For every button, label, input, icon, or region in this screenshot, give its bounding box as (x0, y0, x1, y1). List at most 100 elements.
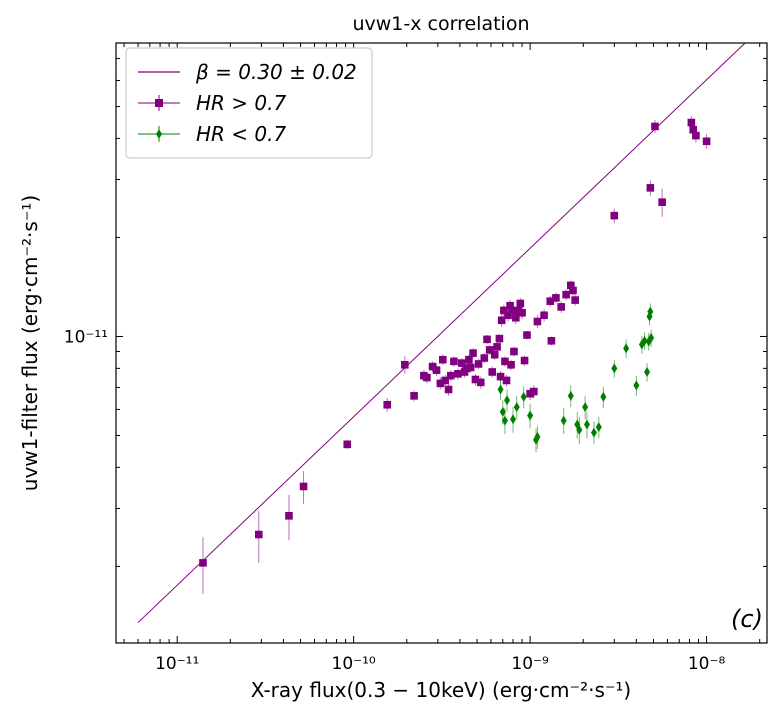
marker (285, 512, 293, 520)
hr-high-point (485, 345, 494, 355)
marker (510, 414, 517, 425)
hr-high-point (465, 354, 473, 365)
marker (562, 290, 570, 299)
hr-low-point (600, 386, 607, 409)
hr-low-point (590, 421, 597, 445)
hr-high-point (510, 346, 518, 357)
x-axis-label: X-ray flux(0.3 − 10keV) (erg·cm⁻²·s⁻¹) (251, 678, 632, 702)
marker (651, 122, 659, 131)
marker (462, 364, 471, 373)
hr-high-point (299, 470, 308, 504)
marker (534, 431, 541, 442)
marker (557, 303, 565, 311)
hr-high-point (446, 370, 455, 382)
marker (644, 366, 651, 377)
hr-low-point (644, 363, 651, 382)
hr-high-point (441, 374, 449, 387)
hr-low-point (504, 389, 511, 412)
marker (512, 313, 520, 322)
marker (383, 400, 392, 409)
hr-high-point (530, 385, 538, 399)
marker (502, 376, 511, 385)
marker (595, 422, 602, 433)
marker (520, 391, 527, 402)
hr-high-point (518, 306, 526, 320)
x-tick-label: 10⁻¹⁰ (332, 654, 376, 674)
marker (441, 376, 449, 385)
legend-swatch-marker (155, 99, 163, 107)
marker (633, 380, 640, 391)
marker (438, 355, 447, 364)
marker (446, 371, 455, 380)
hr-high-point (507, 359, 515, 371)
hr-high-point (199, 537, 207, 594)
legend-fit-line-label: β = 0.30 ± 0.02 (195, 60, 357, 84)
hr-low-point (595, 416, 602, 439)
hr-high-point (490, 349, 499, 360)
marker (530, 387, 538, 396)
hr-high-point (436, 377, 445, 390)
hr-low-point (501, 408, 508, 435)
hr-high-point (610, 208, 619, 224)
hr-high-point (476, 376, 485, 389)
marker (485, 346, 494, 354)
hr-high-point (552, 292, 560, 304)
hr-low-point (623, 339, 630, 359)
marker (476, 378, 485, 387)
marker (496, 372, 505, 381)
marker (488, 368, 497, 376)
hr-high-point (444, 383, 453, 396)
marker (547, 337, 556, 345)
hr-high-point (569, 285, 577, 296)
hr-high-point (547, 336, 556, 346)
marker (466, 363, 475, 372)
marker (410, 392, 418, 400)
marker (444, 385, 453, 394)
marker (480, 354, 489, 362)
hr-low-point (520, 386, 527, 409)
plot-layer (137, 43, 746, 623)
legend-box (125, 47, 373, 159)
x-tick-label: 10⁻⁸ (688, 654, 726, 674)
hr-high-point (423, 371, 431, 384)
hr-low-point (647, 303, 654, 321)
x-tick-label: 10⁻⁹ (511, 654, 549, 674)
marker (610, 211, 619, 220)
hr-high-point (428, 361, 437, 372)
hr-high-point (504, 309, 512, 322)
marker (471, 375, 480, 384)
hr-high-point (254, 510, 263, 563)
marker (500, 306, 508, 315)
marker (343, 440, 352, 449)
hr-low-point (576, 416, 583, 445)
hr-low-point (641, 332, 648, 350)
hr-high-point (474, 358, 483, 370)
hr-low-point (583, 411, 590, 439)
legend-series-1-swatch (138, 95, 180, 111)
hr-low-point (513, 395, 520, 420)
marker (590, 427, 597, 438)
hr-low-point (560, 408, 567, 435)
marker (493, 343, 501, 351)
hr-low-point (567, 385, 574, 408)
hr-high-point (500, 304, 508, 317)
hr-high-point (493, 342, 501, 352)
marker (513, 402, 520, 413)
hr-low-point (582, 395, 589, 420)
marker (504, 395, 511, 406)
hr-high-point (520, 355, 529, 366)
marker (611, 363, 618, 374)
hr-low-point (527, 403, 534, 429)
marker (560, 415, 567, 426)
legend-series-1-label: HR > 0.7 (196, 91, 286, 115)
marker (497, 384, 504, 395)
marker (527, 410, 534, 421)
x-tick-label: 10⁻¹¹ (155, 654, 199, 674)
legend-swatch-marker (156, 129, 162, 139)
hr-high-point (516, 297, 525, 310)
marker (520, 356, 529, 365)
marker (540, 311, 548, 320)
axes-layer: 10⁻¹¹ 10⁻¹⁰ 10⁻⁹ 10⁻⁸ 10⁻¹¹ (64, 42, 768, 674)
hr-high-point (438, 354, 447, 365)
